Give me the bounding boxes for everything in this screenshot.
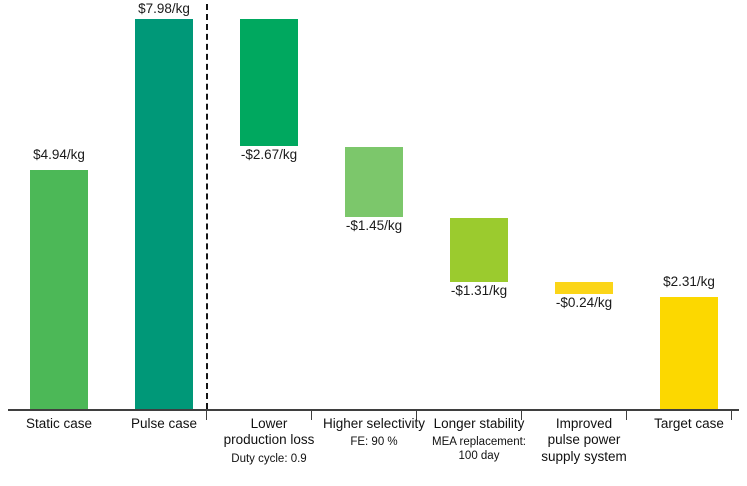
x-axis-line <box>8 409 739 411</box>
bar-lower-production-loss <box>240 19 298 146</box>
axis-tick <box>521 410 522 420</box>
value-label-higher-selectivity: -$1.45/kg <box>345 218 403 233</box>
axis-tick <box>731 410 732 420</box>
category-label-lower-production-loss: Lower production loss <box>223 416 315 448</box>
sublabel-faradaic-efficiency: FE: 90 % <box>350 436 398 448</box>
category-label-target-case: Target case <box>654 416 724 431</box>
bar-static-case <box>30 170 88 409</box>
axis-tick <box>626 410 627 420</box>
value-label-improved-pulse-power: -$0.24/kg <box>555 295 613 310</box>
sublabel-duty-cycle: Duty cycle: 0.9 <box>231 453 307 465</box>
value-label-target-case: $2.31/kg <box>663 274 715 289</box>
value-label-static-case: $4.94/kg <box>33 147 85 162</box>
category-label-higher-selectivity: Higher selectivity <box>322 416 426 431</box>
value-label-pulse-case: $7.98/kg <box>138 1 190 16</box>
bar-target-case <box>660 297 718 409</box>
category-label-improved-pulse-power: Improved pulse power supply system <box>541 416 627 464</box>
bar-longer-stability <box>450 218 508 282</box>
axis-tick <box>416 410 417 420</box>
category-label-pulse-case: Pulse case <box>130 416 198 431</box>
category-label-longer-stability: Longer stability <box>433 416 525 431</box>
baseline-divider <box>206 4 208 409</box>
bar-higher-selectivity <box>345 147 403 217</box>
category-label-static-case: Static case <box>25 416 93 431</box>
sublabel-mea-replacement: MEA replacement: 100 day <box>432 436 526 463</box>
bar-improved-pulse-power <box>555 282 613 294</box>
value-label-longer-stability: -$1.31/kg <box>450 283 508 298</box>
value-label-lower-production-loss: -$2.67/kg <box>240 147 298 162</box>
axis-tick <box>311 410 312 420</box>
axis-tick <box>206 410 207 420</box>
bar-pulse-case <box>135 19 193 409</box>
